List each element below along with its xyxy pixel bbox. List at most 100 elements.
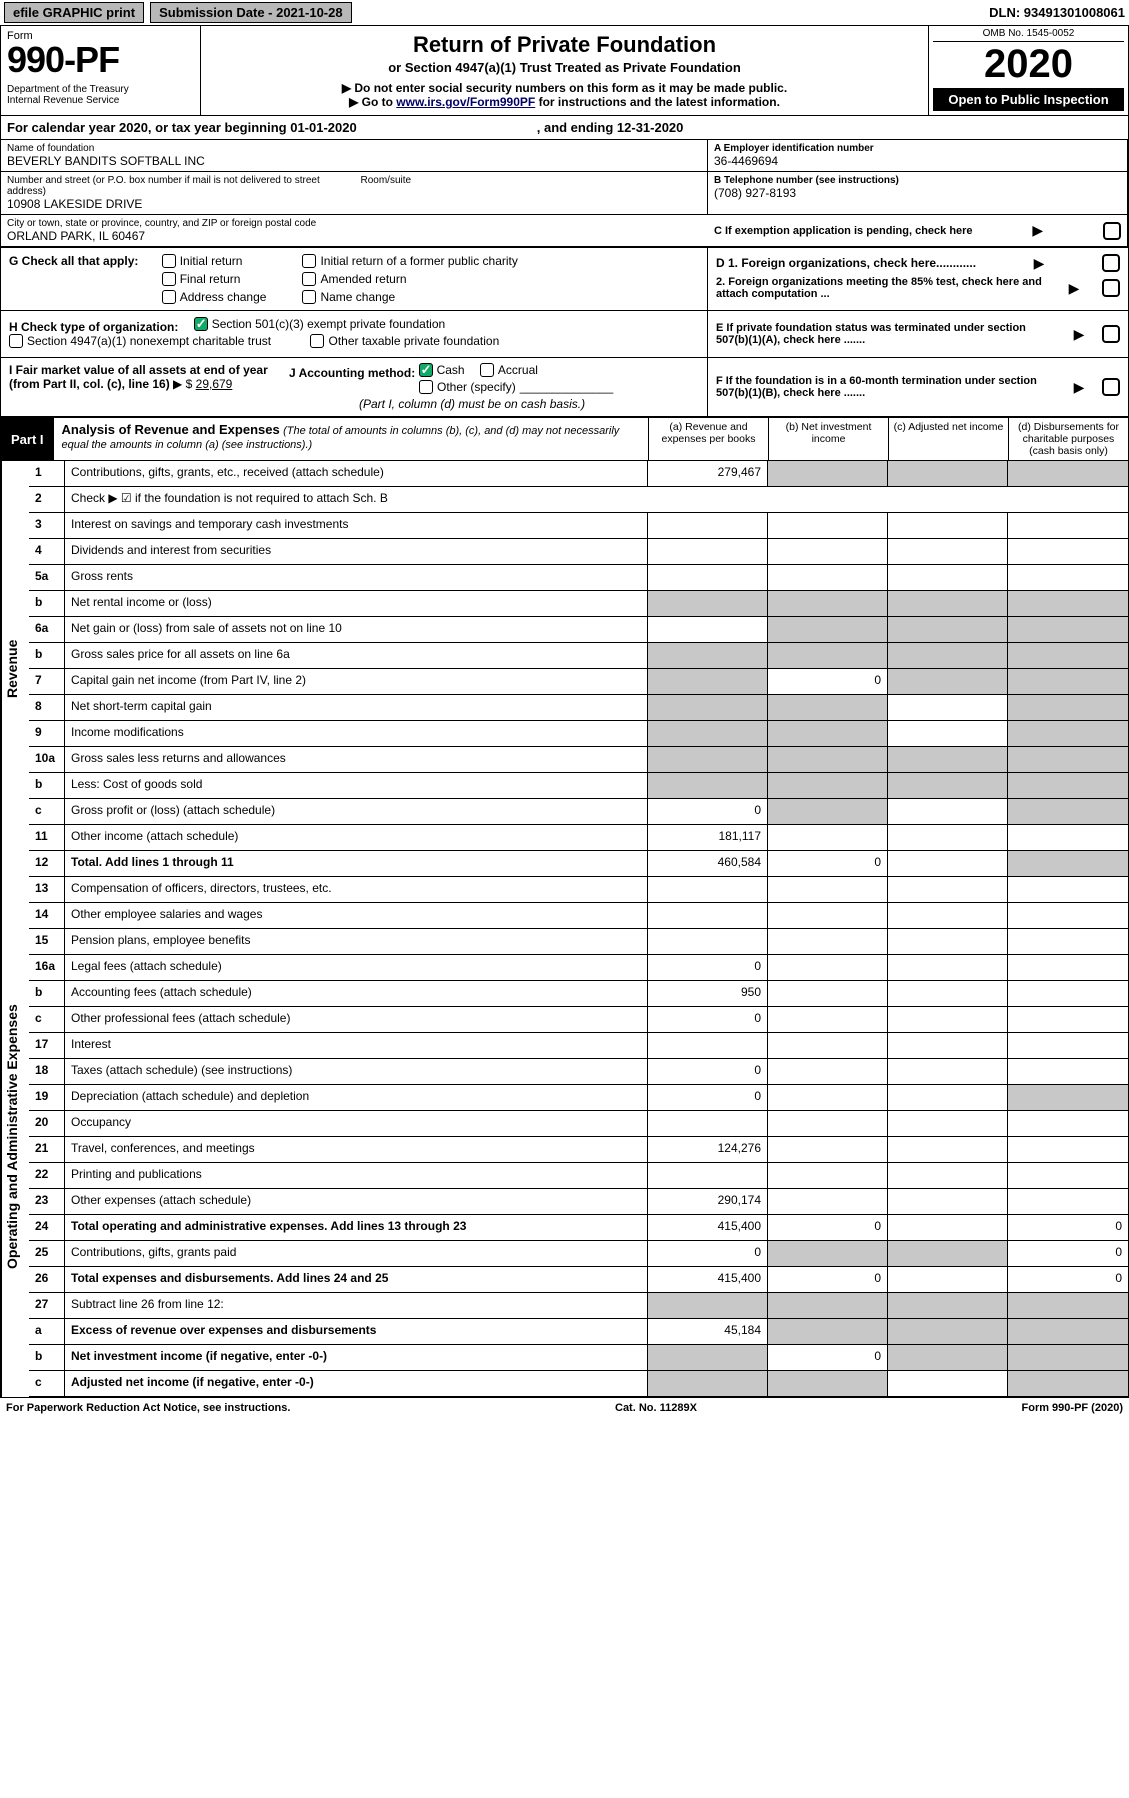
col-c-value (888, 903, 1008, 929)
col-c-value (888, 721, 1008, 747)
g-opt-3: Initial return of a former public charit… (320, 254, 517, 268)
check-501c3[interactable]: Section 501(c)(3) exempt private foundat… (194, 317, 445, 331)
col-a-value (648, 1371, 768, 1397)
col-c-value (888, 695, 1008, 721)
fmv-value: 29,679 (196, 377, 233, 391)
col-c-value (888, 617, 1008, 643)
col-b-value (768, 695, 888, 721)
line-number: 11 (29, 825, 65, 851)
line-desc: Excess of revenue over expenses and disb… (65, 1319, 648, 1345)
section-e-checkbox[interactable] (1102, 325, 1120, 343)
col-d-value (1008, 877, 1128, 903)
d1-checkbox[interactable] (1102, 254, 1120, 272)
revenue-vlabel: Revenue (1, 461, 29, 877)
col-b-head: (b) Net investment income (768, 418, 888, 460)
line-desc: Dividends and interest from securities (65, 539, 648, 565)
line-number: c (29, 1371, 65, 1397)
telephone-value: (708) 927-8193 (714, 186, 1121, 200)
col-b-value (768, 747, 888, 773)
line-desc: Other employee salaries and wages (65, 903, 648, 929)
section-c-checkbox[interactable] (1103, 222, 1121, 240)
col-c-value (888, 1189, 1008, 1215)
col-d-value (1008, 1371, 1128, 1397)
col-b-value (768, 1007, 888, 1033)
section-f-text: F If the foundation is in a 60-month ter… (716, 375, 1056, 399)
check-cash[interactable]: Cash (419, 363, 465, 377)
col-a-value (648, 903, 768, 929)
line-number: 22 (29, 1163, 65, 1189)
arrow-icon: ▶ (1074, 379, 1085, 396)
check-amended-return[interactable]: Amended return (302, 272, 517, 286)
line-desc: Adjusted net income (if negative, enter … (65, 1371, 648, 1397)
h-opt-3: Other taxable private foundation (328, 334, 499, 348)
check-initial-return[interactable]: Initial return (162, 254, 267, 268)
irs-link[interactable]: www.irs.gov/Form990PF (396, 95, 535, 109)
col-a-value: 415,400 (648, 1215, 768, 1241)
part-1-tag: Part I (1, 418, 54, 460)
check-4947[interactable]: Section 4947(a)(1) nonexempt charitable … (9, 334, 271, 348)
line-desc: Total operating and administrative expen… (65, 1215, 648, 1241)
telephone-label: B Telephone number (see instructions) (714, 175, 1121, 186)
col-d-value (1008, 1189, 1128, 1215)
col-d-value (1008, 539, 1128, 565)
col-b-value: 0 (768, 669, 888, 695)
check-final-return[interactable]: Final return (162, 272, 267, 286)
col-a-value: 0 (648, 955, 768, 981)
line-desc: Gross profit or (loss) (attach schedule) (65, 799, 648, 825)
col-b-value: 0 (768, 1215, 888, 1241)
col-d-value (1008, 747, 1128, 773)
col-b-value (768, 1293, 888, 1319)
g-opt-1: Final return (180, 272, 241, 286)
col-d-value (1008, 461, 1128, 487)
line-desc: Net rental income or (loss) (65, 591, 648, 617)
check-address-change[interactable]: Address change (162, 290, 267, 304)
col-b-value (768, 981, 888, 1007)
check-other-specify[interactable]: Other (specify) ______________ (419, 380, 613, 394)
check-other-taxable[interactable]: Other taxable private foundation (310, 334, 499, 348)
col-b-value (768, 513, 888, 539)
col-d-head: (d) Disbursements for charitable purpose… (1008, 418, 1128, 460)
col-b-value (768, 1111, 888, 1137)
check-initial-return-former[interactable]: Initial return of a former public charit… (302, 254, 517, 268)
ein-label: A Employer identification number (714, 143, 1121, 154)
line-desc: Contributions, gifts, grants, etc., rece… (65, 461, 648, 487)
section-g: G Check all that apply: Initial return I… (1, 248, 708, 310)
line-desc: Gross rents (65, 565, 648, 591)
d2-checkbox[interactable] (1102, 279, 1120, 297)
col-b-value: 0 (768, 851, 888, 877)
line-desc: Other expenses (attach schedule) (65, 1189, 648, 1215)
col-d-value (1008, 1085, 1128, 1111)
part-1-header-row: Part I Analysis of Revenue and Expenses … (0, 417, 1129, 461)
col-c-value (888, 1059, 1008, 1085)
section-f-checkbox[interactable] (1102, 378, 1120, 396)
col-c-value (888, 1319, 1008, 1345)
col-b-value: 0 (768, 1345, 888, 1371)
line-number: b (29, 773, 65, 799)
col-d-value (1008, 955, 1128, 981)
line-number: 26 (29, 1267, 65, 1293)
section-h: H Check type of organization: Section 50… (1, 311, 708, 357)
col-d-value: 0 (1008, 1215, 1128, 1241)
col-c-value (888, 929, 1008, 955)
address-value: 10908 LAKESIDE DRIVE (7, 197, 349, 211)
line-desc: Capital gain net income (from Part IV, l… (65, 669, 648, 695)
col-b-value (768, 903, 888, 929)
col-b-value (768, 1371, 888, 1397)
check-name-change[interactable]: Name change (302, 290, 517, 304)
col-b-value (768, 955, 888, 981)
col-a-value: 415,400 (648, 1267, 768, 1293)
col-b-value (768, 617, 888, 643)
col-a-value (648, 1163, 768, 1189)
col-c-value (888, 877, 1008, 903)
check-accrual[interactable]: Accrual (480, 363, 538, 377)
foundation-name-label: Name of foundation (7, 143, 701, 154)
room-label: Room/suite (361, 175, 702, 186)
h-opt-1: Section 501(c)(3) exempt private foundat… (212, 317, 445, 331)
col-b-value (768, 825, 888, 851)
efile-graphic-print[interactable]: efile GRAPHIC print (4, 2, 144, 23)
col-a-value (648, 1033, 768, 1059)
col-a-value (648, 773, 768, 799)
line-desc: Total expenses and disbursements. Add li… (65, 1267, 648, 1293)
line-desc: Accounting fees (attach schedule) (65, 981, 648, 1007)
submission-date: Submission Date - 2021-10-28 (150, 2, 352, 23)
